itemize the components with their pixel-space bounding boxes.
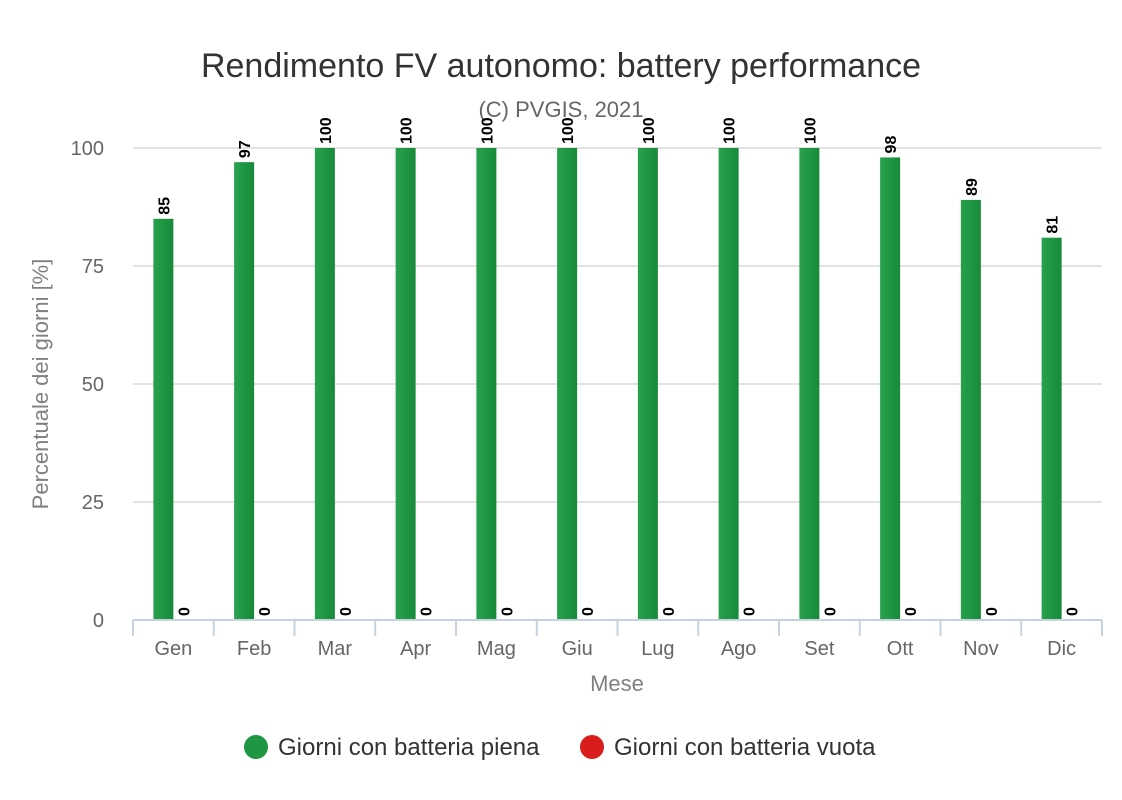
bar-full — [153, 218, 174, 621]
bar-full — [880, 157, 901, 620]
y-tick-label: 100 — [71, 138, 104, 160]
bar-full — [234, 162, 255, 620]
bar-full — [799, 148, 820, 620]
legend-marker — [580, 735, 604, 759]
data-label: 0 — [499, 607, 516, 616]
y-tick-label: 75 — [82, 256, 104, 278]
data-label: 97 — [237, 140, 254, 158]
x-tick-label: Gen — [154, 638, 192, 660]
data-label: 0 — [742, 607, 759, 616]
x-axis-title: Mese — [590, 671, 644, 696]
y-tick-label: 50 — [82, 374, 104, 396]
bar-full — [395, 148, 416, 620]
x-tick-label: Ago — [721, 638, 757, 660]
data-label: 100 — [802, 117, 819, 144]
legend-marker — [244, 735, 268, 759]
bar-full — [476, 148, 497, 620]
legend: Giorni con batteria piena Giorni con batt… — [244, 734, 876, 761]
data-label: 89 — [964, 178, 981, 196]
bar-full — [314, 148, 335, 620]
chart-subtitle: (C) PVGIS, 2021 — [478, 97, 643, 122]
x-tick-label: Dic — [1047, 638, 1076, 660]
data-label: 0 — [419, 607, 436, 616]
data-label: 85 — [156, 197, 173, 215]
data-label: 0 — [1065, 607, 1082, 616]
x-tick-label: Lug — [641, 638, 674, 660]
x-tick-label: Nov — [963, 638, 999, 660]
chart-title: Rendimento FV autonomo: battery performa… — [201, 47, 921, 85]
bar-full — [1041, 237, 1062, 620]
data-label: 100 — [479, 117, 496, 144]
data-label: 0 — [257, 607, 274, 616]
x-tick-label: Giu — [562, 638, 593, 660]
data-label: 100 — [318, 117, 335, 144]
x-tick-label: Apr — [400, 638, 431, 660]
data-label: 98 — [883, 136, 900, 154]
data-label: 0 — [984, 607, 1001, 616]
data-label: 0 — [822, 607, 839, 616]
data-label: 100 — [399, 117, 416, 144]
x-tick-label: Set — [804, 638, 834, 660]
legend-label: Giorni con batteria piena — [278, 734, 540, 761]
grid-lines — [133, 147, 1102, 503]
data-label: 100 — [641, 117, 658, 144]
legend-label: Giorni con batteria vuota — [614, 734, 876, 761]
y-axis-title: Percentuale dei giorni [%] — [28, 259, 53, 510]
data-label: 0 — [176, 607, 193, 616]
data-label: 100 — [560, 117, 577, 144]
bar-full — [637, 148, 658, 620]
bars: 85 97 100 100 100 100 100 100 100 98 89 81 0 0 0 0 0 0 0 0 0… — [153, 117, 1082, 621]
bar-full — [960, 199, 981, 621]
x-axis: Gen Feb Mar Apr Mag Giu Lug Ago Set Ott Nov Dic — [132, 619, 1103, 660]
data-label: 100 — [722, 117, 739, 144]
y-tick-label: 0 — [93, 610, 104, 632]
x-tick-label: Ott — [887, 638, 914, 660]
y-axis-ticks: 0 25 50 75 100 — [71, 138, 104, 632]
data-label: 81 — [1045, 216, 1062, 234]
bar-full — [557, 148, 578, 620]
x-tick-label: Feb — [237, 638, 271, 660]
data-label: 0 — [903, 607, 920, 616]
x-tick-label: Mar — [318, 638, 353, 660]
data-label: 0 — [580, 607, 597, 616]
data-label: 0 — [338, 607, 355, 616]
data-label: 0 — [661, 607, 678, 616]
x-tick-label: Mag — [477, 638, 516, 660]
bar-full — [718, 148, 739, 620]
y-tick-label: 25 — [82, 492, 104, 514]
